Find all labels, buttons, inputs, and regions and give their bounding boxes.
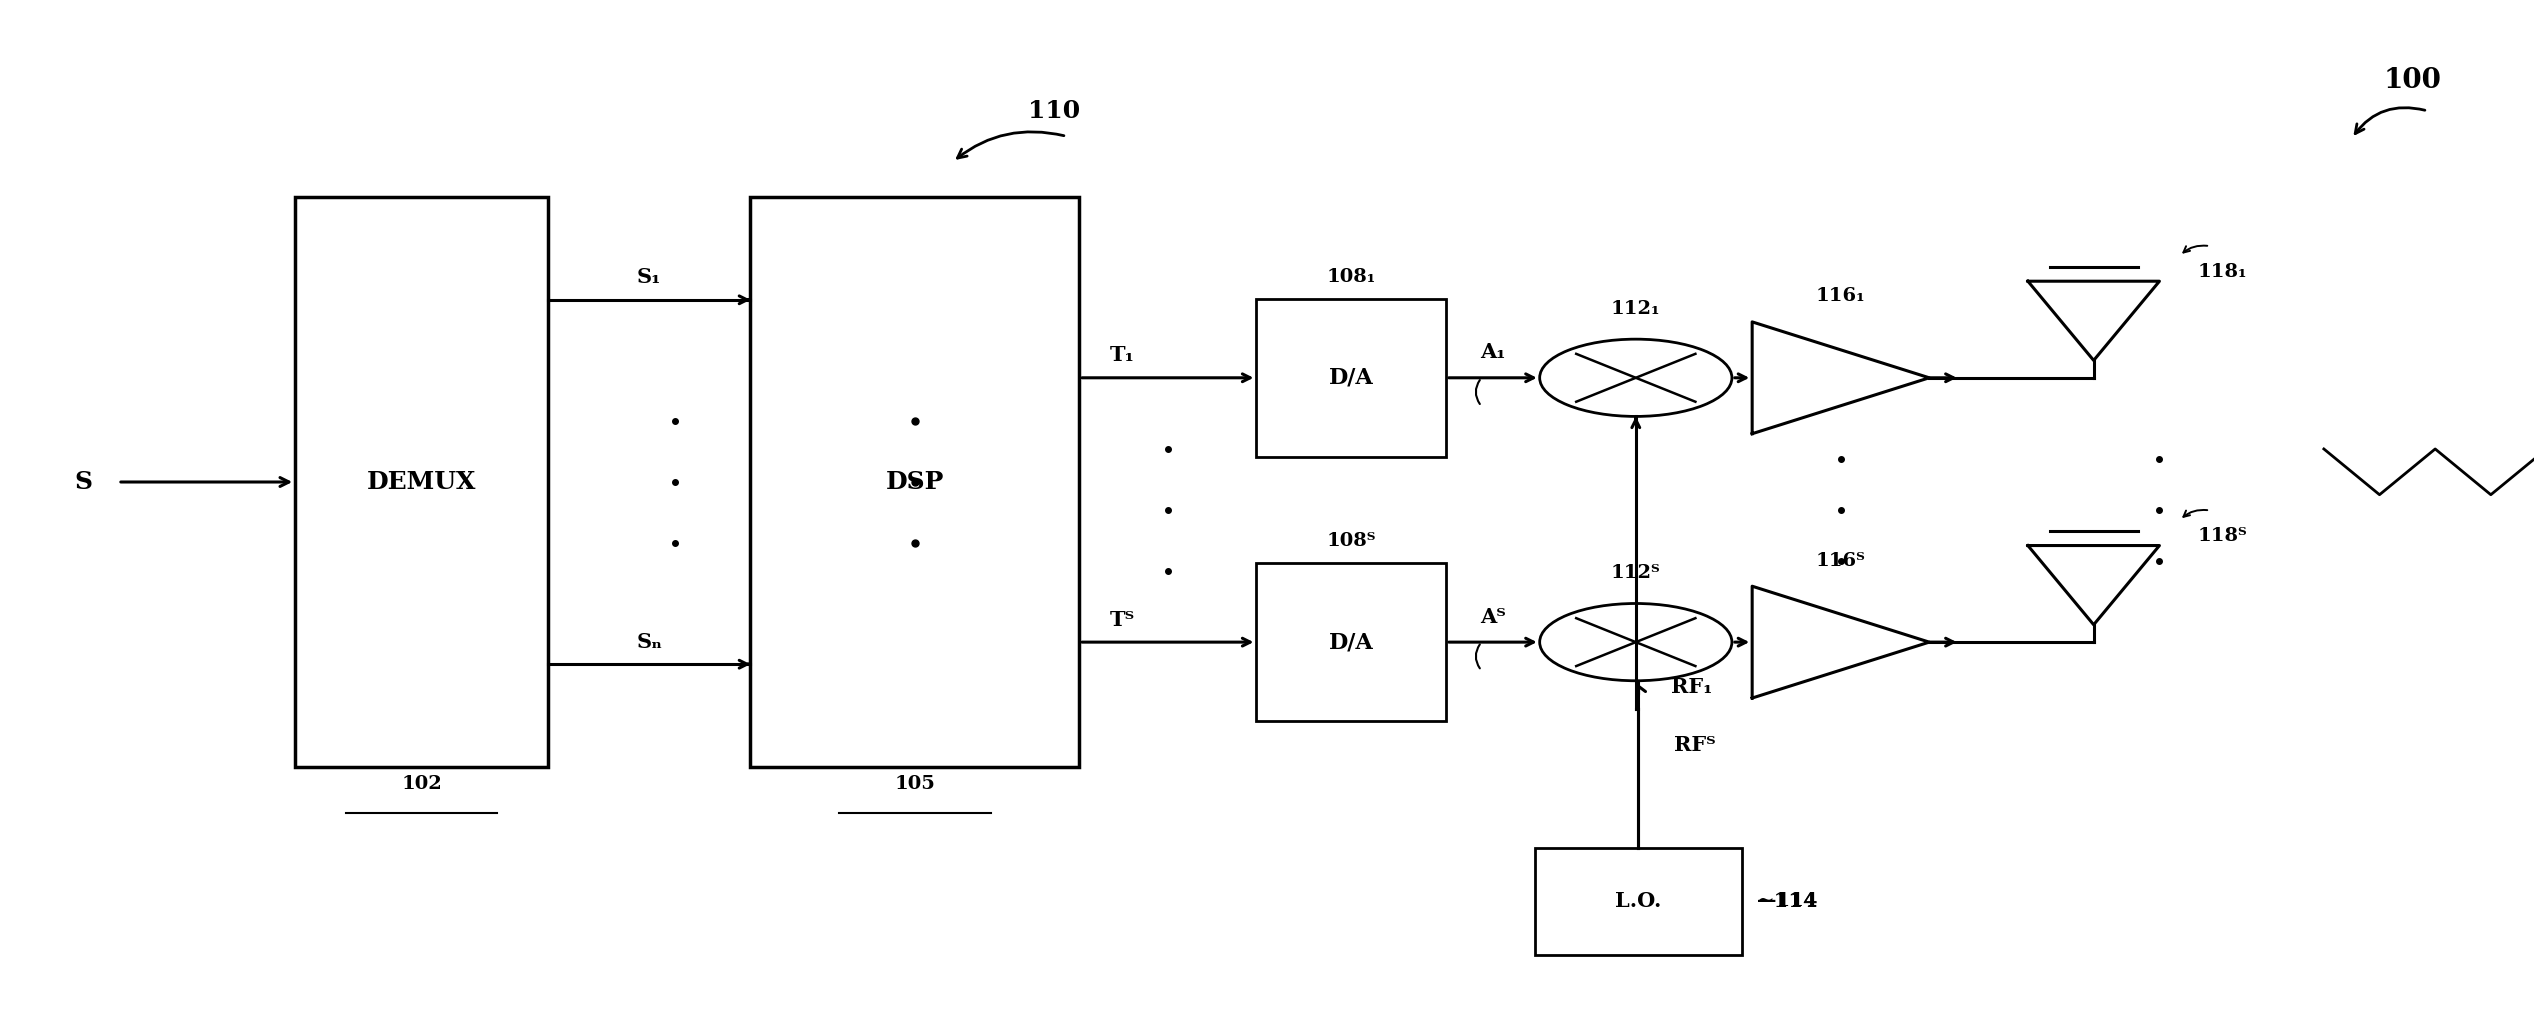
Text: DEMUX: DEMUX — [368, 470, 477, 494]
Text: S₁: S₁ — [637, 268, 662, 287]
Text: DSP: DSP — [886, 470, 944, 494]
Text: 105: 105 — [893, 775, 937, 792]
Text: 118₁: 118₁ — [2198, 262, 2246, 281]
Text: Sₙ: Sₙ — [637, 631, 662, 652]
Text: Aᵀ: Aᵀ — [1480, 607, 1505, 626]
Text: ~114: ~114 — [1756, 892, 1820, 911]
Text: 108ᵀ: 108ᵀ — [1327, 532, 1376, 550]
Text: L.O.: L.O. — [1614, 892, 1662, 911]
Bar — [294, 198, 548, 767]
Text: D/A: D/A — [1330, 367, 1373, 388]
Text: 100: 100 — [2383, 67, 2442, 94]
Text: 112₁: 112₁ — [1612, 299, 1660, 318]
Text: Tᵀ: Tᵀ — [1109, 610, 1134, 629]
Text: 116ᵀ: 116ᵀ — [1815, 551, 1865, 570]
Text: 110: 110 — [1028, 99, 1081, 123]
Text: 112ᵀ: 112ᵀ — [1612, 564, 1660, 582]
Bar — [751, 198, 1079, 767]
Bar — [1535, 848, 1741, 954]
Bar — [1256, 299, 1447, 456]
Text: RF₁: RF₁ — [1670, 676, 1713, 697]
Text: S: S — [74, 470, 94, 494]
Text: T₁: T₁ — [1109, 345, 1134, 366]
Bar — [1256, 564, 1447, 721]
Text: 102: 102 — [401, 775, 442, 792]
Text: 108₁: 108₁ — [1327, 268, 1376, 286]
Text: A₁: A₁ — [1480, 342, 1505, 363]
Text: D/A: D/A — [1330, 631, 1373, 653]
Text: —114: —114 — [1756, 893, 1817, 910]
Text: 118ᵀ: 118ᵀ — [2198, 527, 2246, 545]
Text: 116₁: 116₁ — [1815, 287, 1865, 305]
Text: RFᵀ: RFᵀ — [1673, 735, 1716, 755]
